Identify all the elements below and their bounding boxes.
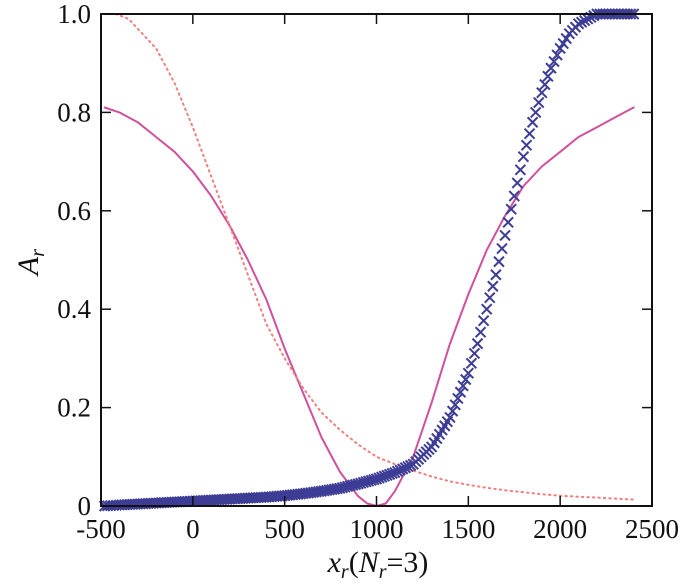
data-point-marker: [508, 190, 520, 202]
data-point-marker: [404, 459, 417, 472]
y-tick-label: 1.0: [57, 0, 91, 29]
data-point-marker: [548, 55, 560, 68]
data-point-marker: [582, 13, 594, 25]
data-point-marker: [484, 292, 496, 304]
data-point-marker: [499, 229, 511, 242]
x-tick-label: 500: [264, 514, 305, 544]
data-point-marker: [545, 62, 557, 74]
data-point-marker: [480, 303, 493, 315]
data-point-marker: [511, 177, 524, 189]
series-x-markers: [98, 8, 640, 512]
y-tick-label: 0: [78, 491, 92, 521]
data-point-marker: [578, 14, 591, 27]
data-point-marker: [487, 280, 499, 292]
data-point-marker: [496, 242, 508, 255]
data-point-marker: [460, 373, 472, 386]
series-solid-line: [103, 106, 635, 507]
data-point-marker: [517, 150, 530, 163]
data-point-marker: [490, 269, 502, 281]
data-point-marker: [457, 380, 469, 392]
data-point-marker: [468, 347, 481, 360]
data-point-marker: [462, 367, 475, 379]
data-point-marker: [539, 78, 551, 91]
x-tick-label: 1000: [350, 514, 404, 544]
data-point-marker: [444, 411, 456, 424]
y-tick-label: 0.6: [57, 196, 91, 226]
data-point-marker: [520, 139, 533, 151]
data-point-marker: [449, 399, 461, 411]
data-point-marker: [523, 128, 536, 140]
data-point-marker: [452, 392, 464, 405]
plot-frame: [100, 13, 653, 507]
y-tick-label: 0.2: [57, 393, 91, 423]
y-tick-label: 0.4: [57, 294, 91, 324]
data-point-marker: [446, 405, 459, 417]
data-point-marker: [533, 96, 545, 109]
data-point-marker: [542, 70, 554, 83]
data-point-marker: [536, 87, 548, 99]
x-tick-label: 2000: [533, 514, 587, 544]
y-axis-ticks: 0 0.2 0.4 0.6 0.8 1.0: [57, 0, 652, 521]
plot-series: [98, 8, 640, 512]
data-point-marker: [474, 326, 487, 338]
data-point-marker: [514, 164, 527, 176]
x-tick-label: -500: [76, 514, 126, 544]
x-axis-ticks: -500 0 500 1000 1500 2000 2500: [76, 14, 679, 544]
x-axis-label: xr(Nr=3): [327, 546, 429, 583]
data-point-marker: [454, 386, 467, 398]
data-point-marker: [465, 357, 478, 370]
x-tick-label: 1500: [441, 514, 495, 544]
data-point-marker: [502, 216, 514, 228]
series-dotted-line: [103, 13, 635, 501]
data-point-marker: [529, 106, 542, 119]
data-point-marker: [477, 314, 490, 327]
data-point-marker: [526, 116, 539, 128]
data-point-marker: [551, 49, 563, 61]
x-tick-label: 2500: [625, 514, 679, 544]
data-point-marker: [505, 203, 517, 215]
data-point-marker: [471, 337, 484, 350]
y-tick-label: 0.8: [57, 97, 91, 127]
data-point-marker: [575, 16, 588, 28]
data-point-marker: [493, 255, 505, 268]
data-point-marker: [572, 18, 585, 30]
x-tick-label: 0: [186, 514, 200, 544]
y-axis-label: Ar: [12, 249, 49, 277]
